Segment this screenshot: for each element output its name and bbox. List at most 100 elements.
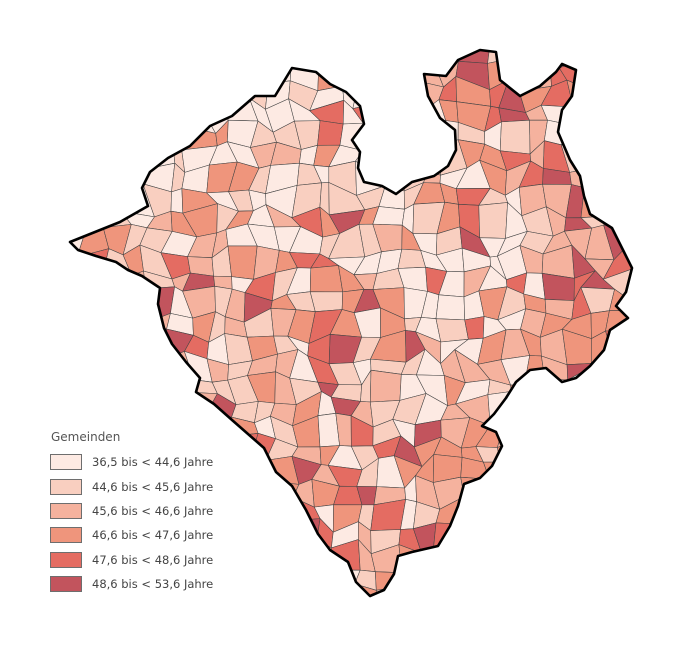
municipality-cell	[160, 120, 190, 151]
municipality-cell	[81, 312, 104, 335]
municipality-cell	[456, 546, 490, 565]
municipality-cell	[564, 520, 594, 551]
municipality-cell	[190, 82, 204, 112]
legend-label: 45,6 bis < 46,6 Jahre	[92, 503, 214, 518]
legend-title: Gemeinden	[51, 430, 121, 444]
legend-swatch	[50, 502, 82, 519]
municipality-cell	[100, 312, 123, 331]
municipality-cell	[464, 316, 485, 340]
municipality-cell	[542, 461, 572, 489]
municipality-cell	[550, 520, 575, 554]
municipality-cell	[566, 433, 589, 470]
municipality-cell	[626, 349, 632, 375]
municipality-cell	[80, 171, 111, 197]
municipality-cell	[396, 118, 422, 150]
municipality-cell	[565, 561, 595, 595]
municipality-cell	[646, 99, 673, 134]
municipality-cell	[370, 69, 403, 86]
municipality-cell	[506, 580, 531, 596]
municipality-cell	[519, 459, 546, 491]
municipality-cell	[518, 404, 550, 422]
municipality-cell	[601, 394, 628, 417]
municipality-cell	[46, 352, 67, 381]
municipality-cell	[561, 398, 587, 427]
municipality-cell	[70, 275, 84, 294]
municipality-cell	[600, 572, 626, 593]
municipality-cell	[287, 580, 321, 596]
municipality-cell	[309, 26, 338, 49]
legend-item: 48,6 bis < 53,6 Jahre	[50, 572, 280, 596]
municipality-cell	[610, 148, 626, 165]
municipality-cell	[146, 65, 169, 89]
municipality-cell	[108, 81, 131, 101]
municipality-cell	[122, 21, 154, 49]
municipality-cell	[584, 162, 611, 191]
municipality-cell	[544, 433, 570, 470]
municipality-cell	[467, 20, 491, 48]
municipality-cell	[70, 101, 88, 130]
municipality-cell	[70, 63, 88, 90]
municipality-cell	[623, 507, 632, 524]
municipality-cell	[267, 57, 292, 84]
municipality-cell	[625, 412, 632, 447]
municipality-cell	[190, 60, 204, 85]
municipality-cell	[318, 580, 343, 596]
municipality-cell	[585, 125, 611, 150]
region-boundary	[68, 48, 634, 598]
municipality-cell	[581, 50, 616, 64]
municipality-cell	[528, 496, 552, 528]
municipality-cell	[624, 544, 632, 574]
municipality-cell	[625, 462, 632, 480]
municipality-cell	[629, 76, 632, 99]
municipality-cell	[541, 499, 575, 528]
municipality-cell	[392, 608, 417, 628]
municipality-cell	[104, 14, 131, 47]
municipality-cell	[606, 587, 632, 596]
municipality-cell	[603, 120, 632, 155]
municipality-cell	[42, 164, 68, 196]
map-legend: Gemeinden 36,5 bis < 44,6 Jahre 44,6 bis…	[50, 430, 280, 596]
municipality-cell	[34, 122, 67, 144]
municipality-cell	[647, 350, 675, 372]
municipality-cell	[70, 330, 90, 364]
municipality-cell	[370, 50, 399, 71]
municipality-cell	[528, 523, 554, 554]
municipality-cell	[601, 517, 632, 552]
municipality-cell	[602, 500, 632, 533]
legend-item: 45,6 bis < 46,6 Jahre	[50, 499, 280, 523]
municipality-cell	[119, 165, 144, 194]
municipality-cell	[601, 372, 632, 396]
municipality-cell	[539, 549, 566, 570]
municipality-cell	[499, 119, 531, 155]
municipality-cell	[414, 22, 442, 39]
municipality-cell	[437, 20, 470, 48]
municipality-cell	[70, 57, 72, 92]
municipality-cell	[376, 586, 398, 596]
municipality-cell	[120, 288, 150, 322]
municipality-cell	[79, 211, 109, 230]
municipality-cell	[644, 413, 671, 448]
legend-item: 47,6 bis < 48,6 Jahre	[50, 548, 280, 572]
municipality-cell	[70, 395, 88, 418]
municipality-cell	[623, 477, 632, 511]
municipality-cell	[100, 122, 133, 147]
municipality-cell	[317, 564, 343, 596]
municipality-cell	[522, 602, 554, 631]
municipality-cell	[394, 82, 426, 111]
municipality-cell	[435, 294, 465, 321]
municipality-cell	[625, 228, 632, 253]
municipality-cell	[485, 563, 508, 590]
municipality-cell	[202, 61, 236, 84]
municipality-cell	[231, 24, 250, 49]
municipality-cell	[490, 17, 506, 46]
municipality-cell	[623, 149, 632, 171]
municipality-cell	[272, 50, 300, 51]
municipality-cell	[625, 394, 632, 417]
municipality-cell	[76, 379, 111, 407]
municipality-cell	[70, 143, 91, 175]
municipality-cell	[83, 144, 112, 175]
municipality-cell	[566, 363, 592, 381]
municipality-cell	[500, 459, 523, 491]
municipality-cell	[420, 559, 438, 591]
